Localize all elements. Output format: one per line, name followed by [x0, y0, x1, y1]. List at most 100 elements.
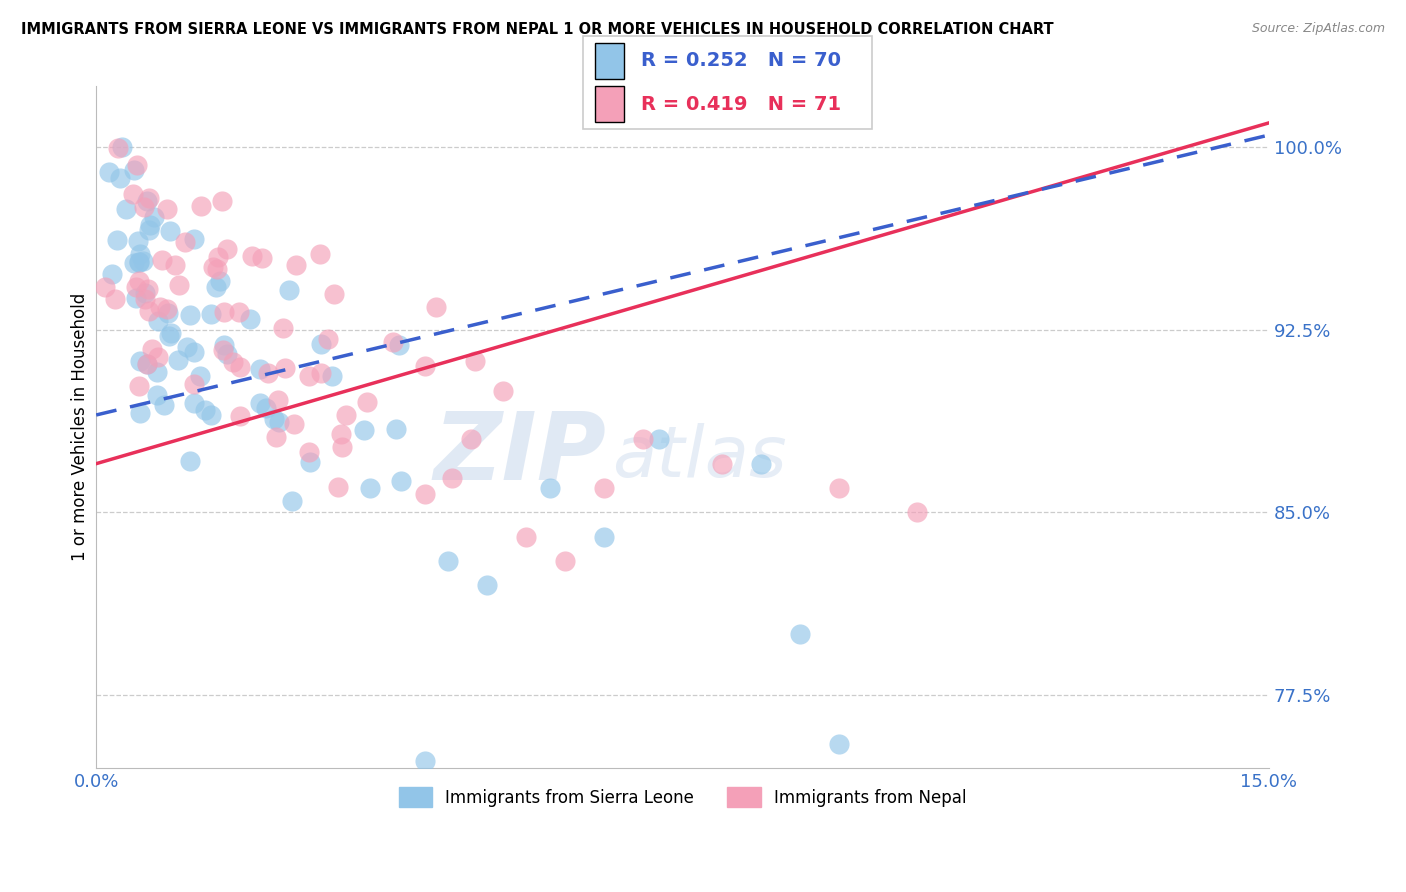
Point: [141, 343, 163, 357]
Point: [97, 164, 120, 178]
Point: [200, 409, 222, 423]
Point: [298, 445, 321, 459]
Point: [176, 340, 198, 354]
Point: [205, 261, 228, 276]
Text: ZIP: ZIP: [433, 409, 606, 500]
Point: [538, 481, 561, 495]
Point: [437, 554, 460, 568]
Point: [249, 362, 271, 376]
Point: [136, 282, 159, 296]
Point: [163, 258, 186, 272]
Point: [122, 256, 145, 270]
Point: [460, 433, 482, 447]
Point: [100, 267, 122, 281]
Point: [207, 250, 229, 264]
Point: [159, 224, 181, 238]
Point: [239, 311, 262, 326]
Point: [254, 401, 277, 415]
Point: [267, 393, 290, 408]
Point: [413, 487, 436, 501]
Point: [335, 408, 357, 422]
Point: [179, 454, 201, 468]
Point: [789, 627, 811, 641]
Point: [413, 359, 436, 374]
Point: [710, 457, 733, 471]
Point: [256, 367, 278, 381]
FancyBboxPatch shape: [595, 87, 624, 122]
Point: [828, 481, 851, 495]
Point: [222, 355, 245, 369]
Point: [150, 253, 173, 268]
Point: [173, 235, 195, 249]
Point: [155, 302, 177, 317]
Point: [382, 334, 405, 349]
Text: R = 0.252   N = 70: R = 0.252 N = 70: [641, 52, 841, 70]
Point: [298, 368, 321, 383]
Point: [104, 292, 127, 306]
Point: [111, 140, 134, 154]
Point: [128, 354, 150, 368]
Point: [648, 433, 671, 447]
Point: [425, 300, 447, 314]
Point: [129, 406, 152, 420]
Point: [283, 417, 305, 431]
Point: [105, 233, 128, 247]
Point: [122, 162, 145, 177]
Point: [136, 358, 159, 372]
Point: [156, 202, 179, 217]
FancyBboxPatch shape: [595, 43, 624, 78]
Text: atlas: atlas: [612, 424, 787, 492]
Point: [159, 326, 181, 340]
Point: [211, 194, 233, 208]
Point: [389, 474, 412, 488]
Point: [190, 198, 212, 212]
Point: [905, 505, 928, 519]
Point: [385, 422, 408, 436]
Point: [492, 384, 515, 398]
Point: [322, 286, 344, 301]
Point: [134, 293, 156, 307]
Point: [330, 440, 353, 454]
Text: IMMIGRANTS FROM SIERRA LEONE VS IMMIGRANTS FROM NEPAL 1 OR MORE VEHICLES IN HOUS: IMMIGRANTS FROM SIERRA LEONE VS IMMIGRAN…: [21, 22, 1053, 37]
Point: [138, 304, 160, 318]
Point: [146, 314, 169, 328]
Point: [309, 336, 332, 351]
Point: [128, 255, 150, 269]
Point: [134, 285, 156, 300]
Point: [204, 279, 226, 293]
Point: [138, 191, 160, 205]
Y-axis label: 1 or more Vehicles in Household: 1 or more Vehicles in Household: [72, 293, 89, 561]
Point: [515, 530, 537, 544]
Point: [146, 365, 169, 379]
Point: [330, 427, 353, 442]
Point: [359, 481, 381, 495]
Point: [157, 329, 180, 343]
Text: R = 0.419   N = 71: R = 0.419 N = 71: [641, 95, 841, 113]
Point: [250, 252, 273, 266]
Point: [828, 737, 851, 751]
Point: [281, 494, 304, 508]
Point: [167, 278, 190, 293]
Point: [115, 202, 138, 216]
Point: [440, 471, 463, 485]
Point: [229, 409, 252, 424]
Point: [278, 283, 301, 297]
Point: [316, 332, 339, 346]
Point: [121, 187, 143, 202]
Point: [328, 480, 350, 494]
Point: [263, 412, 285, 426]
Point: [107, 141, 129, 155]
Point: [308, 247, 330, 261]
Point: [128, 255, 150, 269]
Point: [183, 376, 205, 391]
Point: [285, 258, 308, 272]
Point: [271, 321, 294, 335]
Point: [353, 423, 375, 437]
Point: [229, 360, 252, 375]
Point: [202, 260, 225, 274]
Point: [108, 171, 131, 186]
Point: [134, 200, 156, 214]
Point: [148, 350, 170, 364]
Point: [214, 305, 236, 319]
Point: [188, 368, 211, 383]
